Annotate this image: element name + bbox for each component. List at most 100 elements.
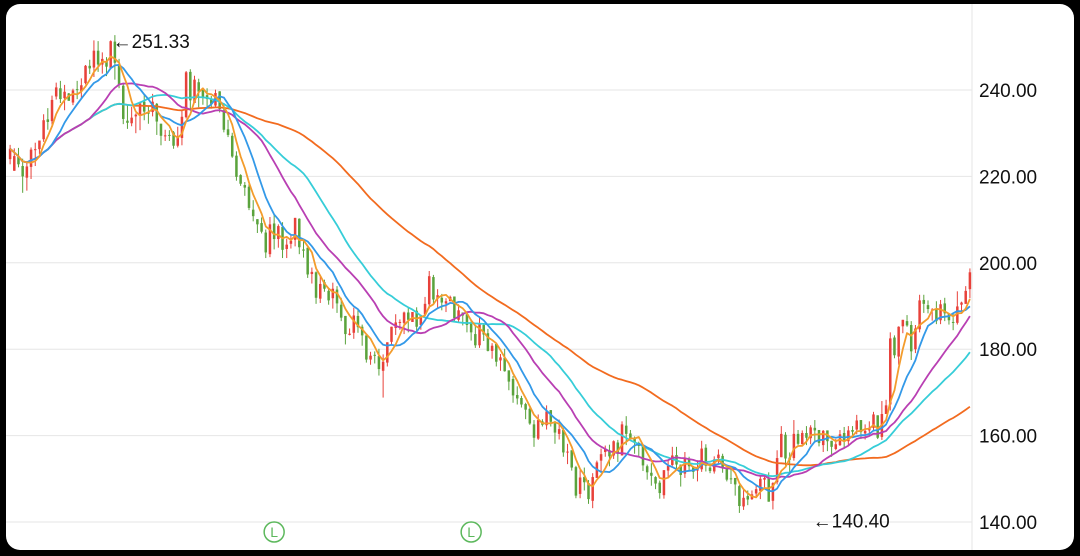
candle <box>440 293 444 311</box>
y-tick-label: 200.00 <box>979 254 1037 275</box>
candle <box>645 464 649 480</box>
candle <box>285 238 288 259</box>
high-price-annotation: ←251.33 <box>113 32 190 53</box>
candle <box>968 268 972 299</box>
candle <box>880 401 884 440</box>
candle-body <box>92 50 96 68</box>
candle-body <box>96 50 100 65</box>
event-marker-1[interactable]: L <box>460 521 482 543</box>
candle-body <box>369 355 372 360</box>
candle-body <box>624 425 628 434</box>
candle-body <box>721 455 724 468</box>
candle-body <box>834 444 838 449</box>
candle-body <box>54 87 58 97</box>
candle <box>742 489 745 510</box>
candle-body <box>692 466 695 472</box>
candle-body <box>901 319 905 327</box>
y-tick-label: 180.00 <box>979 340 1037 361</box>
candle-body <box>717 454 720 459</box>
candle-body <box>495 344 498 362</box>
candle-body <box>247 186 251 208</box>
candle-body <box>654 477 657 484</box>
candle-body <box>38 140 41 150</box>
candle <box>813 420 817 443</box>
candle-body <box>855 420 858 430</box>
candle <box>591 473 594 509</box>
candle <box>63 84 66 111</box>
candle <box>956 291 959 325</box>
candle <box>331 282 335 309</box>
candle <box>520 395 523 408</box>
candle-body <box>633 437 636 443</box>
candle-body <box>784 434 787 459</box>
candle <box>71 88 75 106</box>
stock-chart[interactable]: 240.00 220.00 200.00 180.00 160.00 140.00 ←25… <box>6 4 1074 550</box>
candle-body <box>360 326 364 336</box>
candle <box>700 440 703 472</box>
candle <box>608 444 611 467</box>
candle <box>897 326 900 365</box>
marker-circle-icon[interactable] <box>460 521 482 543</box>
candle-body <box>830 440 833 447</box>
candle-body <box>469 323 473 333</box>
candle <box>800 430 804 445</box>
candle-body <box>671 455 674 465</box>
candle-body <box>17 156 20 165</box>
low-price-annotation: ←140.40 <box>813 511 890 532</box>
candle-body <box>813 427 817 431</box>
candle-body <box>289 240 293 244</box>
candle-body <box>122 85 125 119</box>
candle-body <box>226 129 230 135</box>
candle-body <box>193 79 196 103</box>
candle-body <box>708 467 712 472</box>
candle-body <box>482 325 485 335</box>
candle-body <box>264 232 268 253</box>
candle-body <box>210 98 213 104</box>
candle <box>926 300 930 314</box>
candle-body <box>738 486 741 507</box>
candle <box>365 335 368 363</box>
candle-body <box>943 303 947 314</box>
candle-body <box>314 272 318 298</box>
ma10-line <box>9 64 971 493</box>
candle-body <box>599 454 603 461</box>
candle <box>427 271 431 309</box>
candle-body <box>557 429 561 434</box>
candle <box>851 426 854 436</box>
candle-body <box>821 430 825 446</box>
candle <box>654 476 657 490</box>
event-marker-0[interactable]: L <box>263 521 285 543</box>
candle-body <box>817 429 821 443</box>
candle <box>583 467 586 491</box>
candle-body <box>323 282 326 289</box>
candle-body <box>545 411 548 426</box>
candle-body <box>197 82 200 92</box>
candle <box>612 440 615 459</box>
candle <box>939 299 942 325</box>
candle-body <box>59 88 62 100</box>
candle <box>168 130 171 141</box>
candle <box>566 443 569 465</box>
candle <box>277 224 280 248</box>
candle-body <box>373 354 376 356</box>
ma5-line <box>9 55 971 499</box>
candle-body <box>524 404 527 410</box>
y-axis-tick-labels: 240.00 220.00 200.00 180.00 160.00 140.00 <box>979 81 1037 534</box>
marker-circle-icon[interactable] <box>263 521 285 543</box>
candle-body <box>184 72 188 118</box>
candle-body <box>532 424 536 438</box>
candle-body <box>222 110 226 130</box>
marker-label: L <box>270 524 278 540</box>
candle <box>495 344 498 367</box>
candle <box>369 351 372 365</box>
candle-body <box>549 410 553 422</box>
candle-body <box>67 93 71 101</box>
candle-body <box>872 414 875 428</box>
candle <box>478 317 481 348</box>
candle-body <box>968 272 972 290</box>
candle <box>298 218 301 255</box>
candle <box>264 229 268 259</box>
candle <box>88 59 91 75</box>
candle <box>293 217 297 247</box>
